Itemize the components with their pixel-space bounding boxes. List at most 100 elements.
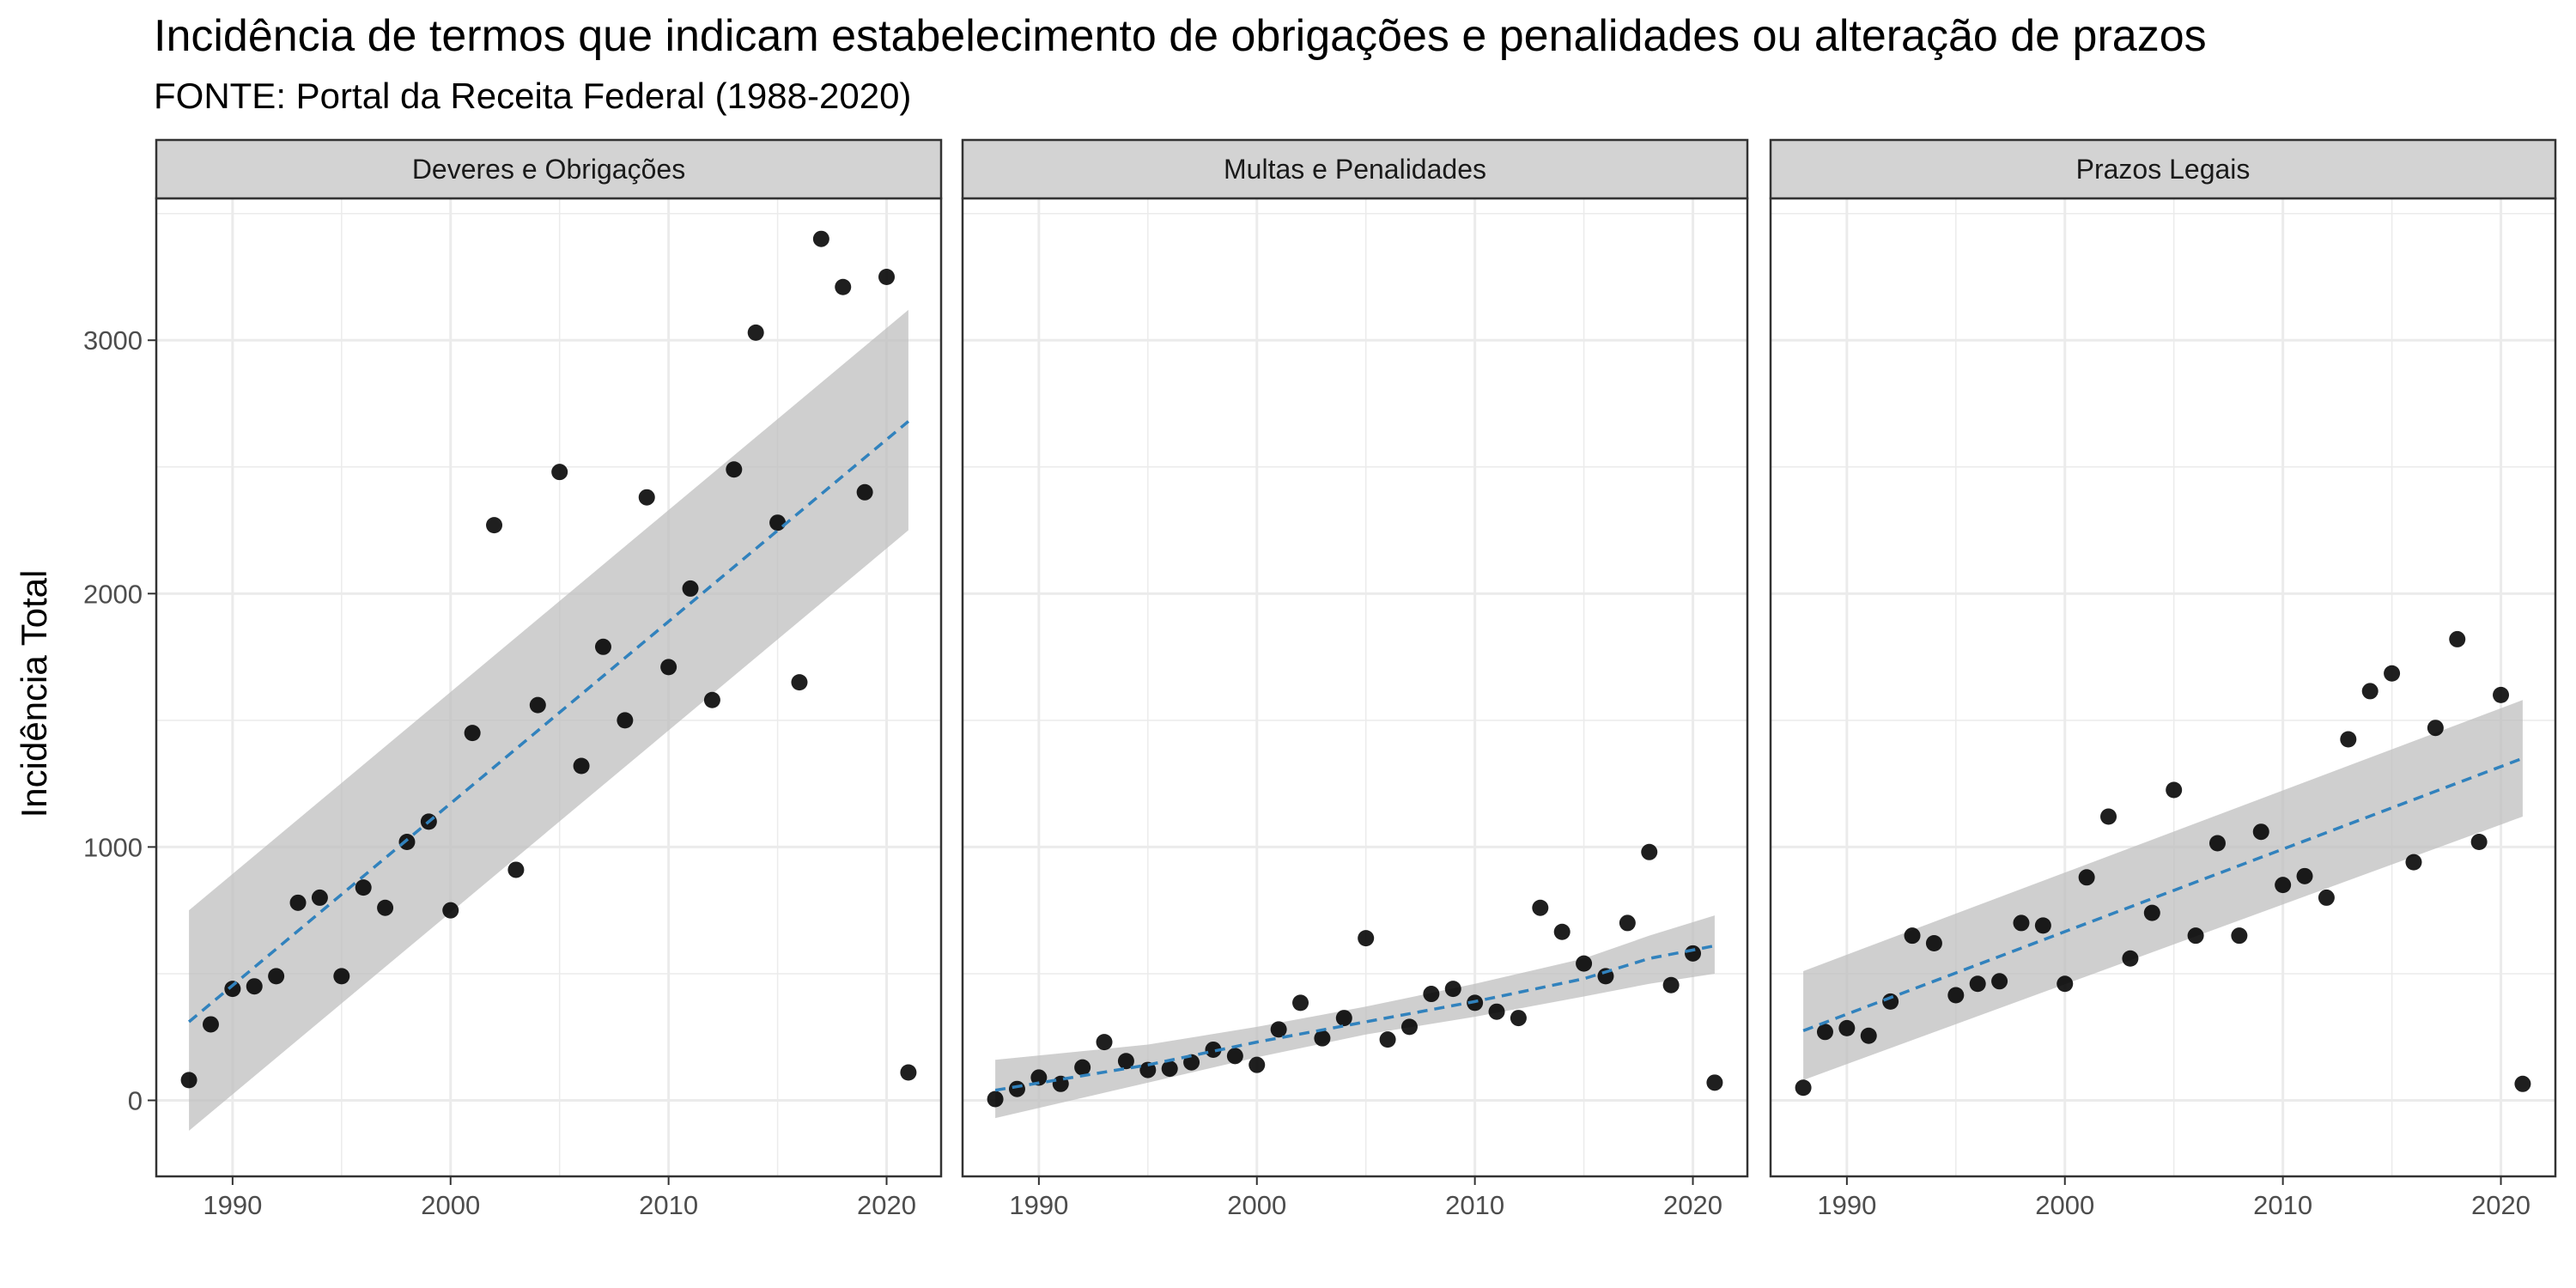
data-point [1925, 935, 1942, 952]
data-point [1226, 1048, 1243, 1065]
data-point [507, 861, 525, 878]
data-point [747, 324, 764, 341]
data-point [835, 278, 852, 295]
facet-strip [1769, 138, 2557, 200]
data-point [1947, 987, 1965, 1004]
data-point [1795, 1079, 1812, 1097]
data-point [398, 833, 416, 850]
data-point [529, 696, 546, 714]
y-tick-label: 0 [128, 1085, 143, 1115]
data-point [1991, 973, 2008, 990]
data-point [1860, 1027, 1877, 1044]
data-point [594, 638, 611, 655]
data-point [1904, 927, 1921, 945]
data-point [1379, 1031, 1396, 1048]
data-point [377, 899, 394, 916]
data-point [573, 757, 590, 775]
trend-line [1802, 756, 2524, 1032]
data-point [2057, 975, 2074, 993]
data-point [1510, 1010, 1527, 1027]
trend-line [187, 420, 910, 1024]
data-point [1183, 1054, 1200, 1071]
data-point [289, 894, 307, 911]
data-point [1553, 923, 1571, 940]
data-point [726, 461, 743, 478]
data-point [246, 978, 263, 995]
x-tick-label: 2020 [2471, 1190, 2530, 1220]
data-point [1270, 1021, 1287, 1038]
data-point [486, 517, 503, 534]
data-point [878, 268, 896, 285]
data-point [2034, 917, 2051, 934]
data-point [1685, 945, 1702, 962]
data-point [2078, 869, 2095, 886]
data-point [2122, 950, 2139, 967]
data-point [791, 674, 808, 691]
x-tick-label: 1990 [1009, 1190, 1068, 1220]
data-point [2361, 683, 2379, 700]
x-tick-label: 1990 [203, 1190, 262, 1220]
data-point [1358, 930, 1375, 947]
data-point [1969, 975, 1986, 993]
data-point [1400, 1018, 1418, 1036]
data-point [2427, 720, 2444, 737]
data-point [311, 889, 328, 906]
data-point [1706, 1074, 1723, 1091]
data-point [812, 230, 829, 247]
data-point [682, 580, 699, 597]
data-point [2143, 904, 2160, 921]
data-point [202, 1016, 219, 1033]
data-point [1008, 1080, 1025, 1097]
data-point [1532, 899, 1549, 916]
data-point [2100, 808, 2117, 825]
data-point [987, 1091, 1004, 1108]
data-point [703, 691, 720, 708]
data-point [1292, 994, 1309, 1012]
facet-strip-label: Deveres e Obrigações [412, 154, 685, 185]
data-point [180, 1072, 197, 1089]
data-point [900, 1064, 917, 1081]
data-point [2013, 914, 2030, 932]
data-point [638, 489, 655, 506]
data-point [1816, 1024, 1833, 1041]
data-point [2275, 877, 2292, 894]
x-tick-label: 1990 [1817, 1190, 1876, 1220]
y-tick-label: 3000 [83, 325, 143, 355]
data-point [333, 968, 350, 985]
data-point [551, 464, 568, 481]
data-point [2318, 889, 2335, 906]
facet-strip-label: Prazos Legais [2076, 154, 2251, 185]
data-point [1882, 993, 1899, 1010]
data-point [224, 981, 241, 998]
data-point [2166, 781, 2183, 799]
data-point [2252, 823, 2269, 841]
data-point [1488, 1003, 1505, 1020]
data-point [1838, 1019, 1856, 1036]
chart-subtitle: FONTE: Portal da Receita Federal (1988-2… [154, 76, 912, 116]
x-tick-label: 2020 [1663, 1190, 1722, 1220]
data-point [1662, 976, 1680, 993]
data-point [1161, 1060, 1178, 1078]
data-point [268, 968, 285, 985]
data-point [1444, 981, 1461, 998]
data-point [2296, 867, 2313, 884]
data-point [355, 879, 372, 896]
data-point [1641, 843, 1658, 860]
data-point [464, 725, 481, 742]
data-point [1205, 1041, 1222, 1058]
data-point [1096, 1034, 1113, 1051]
data-point [769, 514, 787, 532]
x-tick-label: 2000 [421, 1190, 480, 1220]
data-point [1423, 986, 1440, 1003]
data-point [2340, 731, 2357, 748]
y-tick-label: 1000 [83, 832, 143, 862]
data-point [2514, 1075, 2531, 1092]
data-point [856, 483, 873, 501]
data-point [1249, 1056, 1266, 1073]
chart-title: Incidência de termos que indicam estabel… [154, 11, 2207, 61]
data-point [2449, 630, 2466, 647]
data-point [2187, 927, 2204, 945]
data-point [1117, 1053, 1134, 1070]
data-point [2384, 665, 2401, 682]
data-point [1030, 1069, 1048, 1086]
